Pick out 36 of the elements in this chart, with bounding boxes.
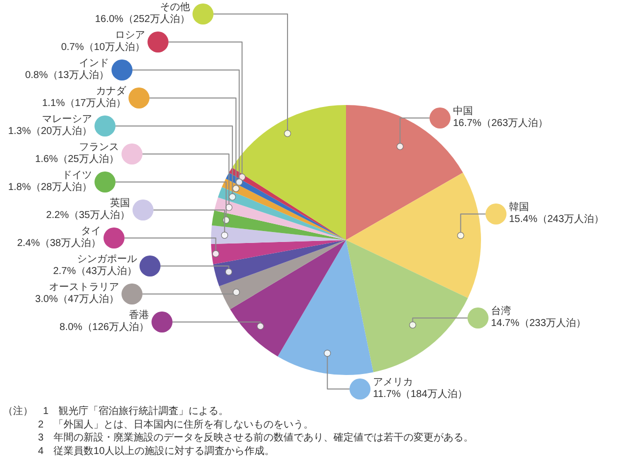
data-label: 1.1%（17万人泊） [42, 98, 126, 109]
data-label: 1.6%（25万人泊） [35, 154, 119, 165]
data-label: 15.4%（243万人泊） [509, 214, 604, 225]
category-label: マレーシア [42, 114, 92, 125]
category-label: 台湾 [491, 306, 511, 317]
annotation: （注） 1 観光庁「宿泊旅行統計調査」による。 [3, 406, 229, 417]
annotation: 2 「外国人」とは、日本国内に住所を有しないものをいう。 [38, 419, 314, 430]
data-label: 2.4%（38万人泊） [17, 238, 101, 249]
category-label: 中国 [453, 106, 473, 117]
data-label: 1.8%（28万人泊） [8, 182, 92, 193]
data-label: 16.7%（263万人泊） [453, 118, 548, 129]
category-label: 香港 [129, 310, 149, 321]
data-label: 1.3%（20万人泊） [8, 126, 92, 137]
category-label: その他 [160, 2, 190, 13]
data-label: 14.7%（233万人泊） [491, 318, 586, 329]
category-label: アメリカ [373, 377, 413, 388]
annotation: 4 従業員数10人以上の施設に対する調査から作成。 [38, 446, 275, 457]
data-label: 0.7%（10万人泊） [61, 42, 145, 53]
category-label: 英国 [110, 198, 130, 209]
data-label: 2.7%（43万人泊） [53, 266, 137, 277]
category-label: カナダ [96, 86, 126, 97]
annotation: 3 年間の新設・廃業施設のデータを反映させる前の数値であり、確定値では若干の変更がある。 [38, 432, 474, 444]
category-label: インド [79, 58, 109, 69]
data-label: 3.0%（47万人泊） [35, 294, 119, 305]
category-label: タイ [81, 226, 101, 237]
category-label: ロシア [115, 30, 145, 41]
data-label: 0.8%（13万人泊） [25, 70, 109, 81]
category-label: 韓国 [509, 202, 529, 213]
category-label: オーストラリア [49, 282, 119, 293]
category-label: シンガポール [77, 254, 137, 265]
data-label: 8.0%（126万人泊） [60, 322, 149, 333]
data-label: 2.2%（35万人泊） [46, 210, 130, 221]
category-label: フランス [79, 142, 119, 153]
category-label: ドイツ [62, 170, 92, 181]
data-label: 11.7%（184万人泊） [373, 389, 468, 400]
data-label: 16.0%（252万人泊） [94, 14, 190, 25]
